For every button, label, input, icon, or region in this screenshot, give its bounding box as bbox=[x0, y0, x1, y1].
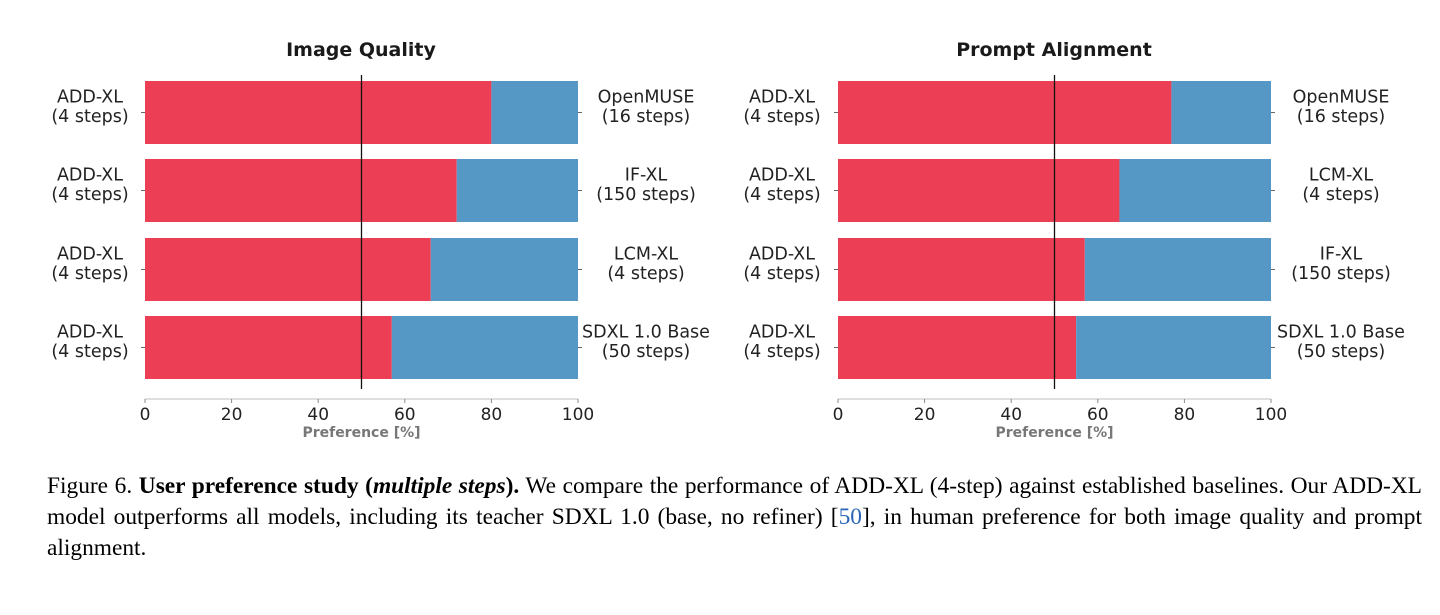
right-model-label-line-1: (16 steps) bbox=[602, 107, 690, 127]
x-tick-label: 80 bbox=[481, 405, 503, 425]
x-axis-label: Preference [%] bbox=[995, 425, 1113, 441]
bar-add-xl bbox=[145, 238, 431, 301]
caption-figure-label: Figure 6. bbox=[47, 473, 133, 499]
x-tick-label: 40 bbox=[307, 405, 329, 425]
bar-add-xl bbox=[145, 316, 392, 379]
left-model-label-line-1: (4 steps) bbox=[743, 107, 820, 127]
x-tick-label: 100 bbox=[562, 405, 594, 425]
right-model-label-line-0: SDXL 1.0 Base bbox=[1277, 323, 1405, 343]
left-model-label-line-1: (4 steps) bbox=[51, 107, 128, 127]
bar-baseline bbox=[430, 238, 578, 301]
bar-add-xl bbox=[838, 316, 1077, 379]
chart-title: Image Quality bbox=[286, 39, 436, 61]
bar-baseline bbox=[1076, 316, 1271, 379]
right-model-label-line-1: (50 steps) bbox=[1297, 342, 1385, 362]
right-model-label: LCM-XL (4 steps) bbox=[1302, 166, 1379, 206]
x-tick-label: 20 bbox=[221, 405, 243, 425]
x-tick-label: 40 bbox=[1000, 405, 1022, 425]
right-model-label: IF-XL (150 steps) bbox=[1291, 245, 1391, 285]
right-model-label-line-1: (16 steps) bbox=[1297, 107, 1385, 127]
x-axis-label: Preference [%] bbox=[302, 425, 420, 441]
left-model-label: ADD-XL (4 steps) bbox=[51, 166, 128, 206]
right-model-label-line-0: IF-XL bbox=[1320, 245, 1363, 265]
bar-baseline bbox=[391, 316, 578, 379]
right-model-label: IF-XL (150 steps) bbox=[596, 166, 696, 206]
left-model-label-line-0: ADD-XL bbox=[749, 245, 815, 265]
caption-title-end: ). bbox=[505, 473, 520, 499]
left-model-label: ADD-XL (4 steps) bbox=[743, 245, 820, 285]
bar-add-xl bbox=[145, 81, 492, 144]
caption-text-before-cite: We compare the performance of ADD-XL (4-… bbox=[47, 473, 1422, 530]
x-tick-label: 80 bbox=[1174, 405, 1196, 425]
left-model-label: ADD-XL (4 steps) bbox=[51, 88, 128, 128]
left-model-label: ADD-XL (4 steps) bbox=[51, 323, 128, 363]
bar-baseline bbox=[491, 81, 578, 144]
figure-caption: Figure 6. User preference study (multipl… bbox=[47, 471, 1422, 564]
x-tick-label: 20 bbox=[914, 405, 936, 425]
right-model-label-line-0: LCM-XL bbox=[614, 245, 678, 265]
right-model-label: SDXL 1.0 Base (50 steps) bbox=[582, 323, 710, 363]
left-model-label-line-1: (4 steps) bbox=[743, 185, 820, 205]
right-model-label-line-0: OpenMUSE bbox=[598, 88, 695, 108]
right-model-label-line-1: (4 steps) bbox=[1302, 185, 1379, 205]
caption-title-start: User preference study ( bbox=[138, 473, 373, 499]
bar-baseline bbox=[1119, 159, 1271, 222]
right-model-label-line-0: SDXL 1.0 Base bbox=[582, 323, 710, 343]
left-model-label-line-1: (4 steps) bbox=[743, 264, 820, 284]
x-tick-label: 0 bbox=[140, 405, 151, 425]
right-model-label-line-1: (150 steps) bbox=[596, 185, 696, 205]
right-model-label-line-0: IF-XL bbox=[625, 166, 668, 186]
left-model-label-line-0: ADD-XL bbox=[749, 88, 815, 108]
right-model-label-line-0: LCM-XL bbox=[1309, 166, 1373, 186]
x-tick-label: 60 bbox=[1087, 405, 1109, 425]
x-tick-label: 60 bbox=[394, 405, 416, 425]
caption-bold-title: User preference study (multiple steps). bbox=[139, 473, 519, 499]
right-model-label-line-0: OpenMUSE bbox=[1293, 88, 1390, 108]
x-tick-label: 0 bbox=[833, 405, 844, 425]
caption-title-italic: multiple steps bbox=[372, 473, 506, 499]
right-model-label: OpenMUSE (16 steps) bbox=[598, 88, 695, 128]
left-model-label-line-1: (4 steps) bbox=[51, 342, 128, 362]
right-model-label-line-1: (150 steps) bbox=[1291, 264, 1391, 284]
right-model-label: SDXL 1.0 Base (50 steps) bbox=[1277, 323, 1405, 363]
right-model-label-line-1: (50 steps) bbox=[602, 342, 690, 362]
left-model-label: ADD-XL (4 steps) bbox=[743, 166, 820, 206]
right-model-label: LCM-XL (4 steps) bbox=[607, 245, 684, 285]
left-model-label-line-0: ADD-XL bbox=[57, 88, 123, 108]
bar-baseline bbox=[1171, 81, 1271, 144]
left-model-label-line-0: ADD-XL bbox=[57, 245, 123, 265]
right-model-label-line-1: (4 steps) bbox=[607, 264, 684, 284]
caption-text-after-cite: ], in human preference for both image qu… bbox=[47, 504, 1422, 561]
chart-title: Prompt Alignment bbox=[956, 39, 1152, 61]
x-tick-label: 100 bbox=[1255, 405, 1287, 425]
bar-baseline bbox=[1084, 238, 1271, 301]
bar-add-xl bbox=[145, 159, 457, 222]
left-model-label-line-0: ADD-XL bbox=[57, 166, 123, 186]
left-model-label-line-1: (4 steps) bbox=[51, 264, 128, 284]
bar-baseline bbox=[456, 159, 578, 222]
left-model-label-line-0: ADD-XL bbox=[749, 166, 815, 186]
left-model-label-line-0: ADD-XL bbox=[57, 323, 123, 343]
left-model-label-line-0: ADD-XL bbox=[749, 323, 815, 343]
left-model-label: ADD-XL (4 steps) bbox=[51, 245, 128, 285]
bar-add-xl bbox=[838, 238, 1085, 301]
left-model-label-line-1: (4 steps) bbox=[743, 342, 820, 362]
left-model-label-line-1: (4 steps) bbox=[51, 185, 128, 205]
bar-add-xl bbox=[838, 81, 1172, 144]
left-model-label: ADD-XL (4 steps) bbox=[743, 88, 820, 128]
right-model-label: OpenMUSE (16 steps) bbox=[1293, 88, 1390, 128]
bar-add-xl bbox=[838, 159, 1120, 222]
citation-link[interactable]: 50 bbox=[838, 504, 862, 530]
left-model-label: ADD-XL (4 steps) bbox=[743, 323, 820, 363]
